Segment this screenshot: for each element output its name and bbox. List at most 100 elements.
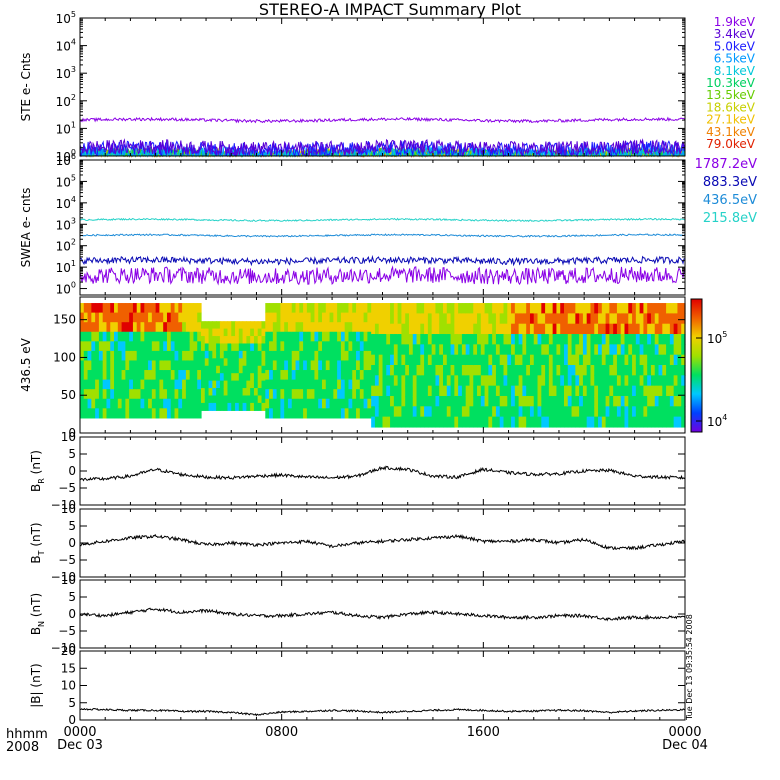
pad-heatmap-cell bbox=[458, 354, 463, 366]
pad-heatmap-cell bbox=[182, 322, 187, 333]
pad-heatmap-cell bbox=[424, 385, 429, 397]
pad-heatmap-cell bbox=[314, 331, 319, 342]
y-tick-label: 5 bbox=[68, 447, 76, 461]
pad-heatmap-cell bbox=[484, 416, 489, 428]
pad-heatmap-cell bbox=[461, 406, 467, 418]
y-tick-label: 104 bbox=[56, 195, 76, 211]
pad-heatmap-cell bbox=[616, 406, 622, 418]
pad-heatmap-cell bbox=[431, 303, 437, 314]
y-tick-label: 101 bbox=[56, 120, 76, 136]
ste-legend-entry: 1.9keV bbox=[714, 15, 756, 29]
pad-heatmap-cell bbox=[257, 350, 263, 359]
pad-heatmap-cell bbox=[450, 375, 455, 387]
pad-heatmap-cell bbox=[318, 341, 323, 352]
pad-heatmap-cell bbox=[114, 341, 119, 352]
pad-heatmap-cell bbox=[412, 354, 418, 366]
pad-heatmap-cell bbox=[594, 313, 599, 325]
pad-heatmap-cell bbox=[465, 406, 471, 418]
pad-heatmap-cell bbox=[333, 360, 338, 371]
pad-heatmap-cell bbox=[609, 375, 614, 387]
pad-heatmap-cell bbox=[616, 334, 622, 345]
pad-heatmap-cell bbox=[382, 365, 387, 376]
pad-heatmap-cell bbox=[628, 416, 633, 428]
pad-heatmap-cell bbox=[114, 389, 119, 400]
pad-heatmap-cell bbox=[102, 331, 108, 342]
pad-heatmap-cell bbox=[666, 416, 671, 428]
pad-heatmap-cell bbox=[495, 313, 501, 325]
pad-heatmap-cell bbox=[276, 312, 282, 323]
pad-heatmap-cell bbox=[639, 323, 645, 335]
pad-heatmap-cell bbox=[560, 344, 565, 356]
pad-heatmap-cell bbox=[148, 408, 153, 419]
pad-heatmap-cell bbox=[114, 370, 119, 381]
pad-heatmap-cell bbox=[87, 312, 92, 323]
pad-heatmap-cell bbox=[480, 416, 486, 428]
pad-heatmap-cell bbox=[106, 341, 111, 352]
pad-heatmap-cell bbox=[291, 389, 297, 400]
pad-heatmap-cell bbox=[408, 365, 414, 376]
pad-heatmap-cell bbox=[178, 408, 183, 419]
pad-heatmap-cell bbox=[537, 323, 542, 335]
pad-heatmap-cell bbox=[613, 354, 618, 366]
pad-heatmap-cell bbox=[87, 341, 92, 352]
pad-heatmap-cell bbox=[303, 389, 308, 400]
pad-heatmap-cell bbox=[178, 389, 183, 400]
pad-heatmap-cell bbox=[87, 370, 92, 381]
pad-heatmap-cell bbox=[480, 375, 486, 387]
pad-heatmap-cell bbox=[367, 370, 372, 381]
pad-heatmap-cell bbox=[408, 344, 414, 356]
pad-heatmap-cell bbox=[132, 370, 138, 381]
pad-heatmap-cell bbox=[643, 395, 648, 407]
pad-heatmap-cell bbox=[318, 360, 323, 371]
pad-heatmap-cell bbox=[163, 389, 168, 400]
pad-heatmap-cell bbox=[666, 303, 671, 314]
pad-heatmap-cell bbox=[560, 303, 565, 314]
pad-heatmap-cell bbox=[609, 334, 614, 345]
pad-heatmap-cell bbox=[541, 354, 546, 366]
pad-heatmap-cell bbox=[276, 350, 282, 362]
pad-heatmap-cell bbox=[416, 416, 421, 428]
pad-heatmap-cell bbox=[477, 375, 482, 387]
pad-heatmap-cell bbox=[518, 354, 524, 366]
pad-heatmap-cell bbox=[318, 303, 323, 314]
pad-heatmap-cell bbox=[654, 375, 660, 387]
pad-heatmap-cell bbox=[673, 365, 679, 376]
y-tick-label: 10 bbox=[61, 573, 76, 587]
pad-heatmap-cell bbox=[522, 313, 527, 325]
pad-heatmap-cell bbox=[91, 341, 96, 352]
pad-heatmap-cell bbox=[548, 334, 554, 345]
pad-heatmap-cell bbox=[454, 323, 459, 335]
pad-heatmap-cell bbox=[155, 360, 161, 371]
pad-heatmap-cell bbox=[193, 322, 198, 333]
pad-heatmap-cell bbox=[420, 313, 425, 325]
pad-heatmap-cell bbox=[219, 388, 225, 397]
pad-heatmap-cell bbox=[435, 385, 440, 397]
pad-heatmap-cell bbox=[458, 385, 463, 397]
pad-heatmap-cell bbox=[548, 303, 554, 314]
pad-heatmap-cell bbox=[405, 375, 410, 387]
pad-heatmap-cell bbox=[662, 416, 667, 428]
pad-heatmap-cell bbox=[178, 379, 183, 390]
pad-heatmap-cell bbox=[227, 343, 232, 352]
pad-heatmap-cell bbox=[401, 344, 406, 356]
pad-heatmap-cell bbox=[575, 395, 580, 407]
pad-heatmap-cell bbox=[454, 354, 459, 366]
pad-heatmap-cell bbox=[564, 365, 569, 376]
pad-heatmap-cell bbox=[363, 303, 368, 314]
pad-heatmap-cell bbox=[178, 331, 183, 342]
pad-heatmap-cell bbox=[80, 360, 85, 371]
pad-heatmap-cell bbox=[503, 303, 508, 314]
pad-heatmap-cell bbox=[427, 344, 433, 356]
pad-heatmap-cell bbox=[272, 360, 278, 371]
y-tick-label: −5 bbox=[58, 553, 76, 567]
pad-heatmap-cell bbox=[352, 379, 357, 390]
pad-heatmap-cell bbox=[253, 321, 259, 330]
pad-heatmap-cell bbox=[189, 322, 195, 333]
pad-heatmap-cell bbox=[529, 323, 535, 335]
pad-heatmap-cell bbox=[393, 375, 399, 387]
pad-heatmap-cell bbox=[461, 313, 467, 325]
pad-heatmap-cell bbox=[495, 395, 501, 407]
pad-heatmap-cell bbox=[647, 395, 652, 407]
pad-heatmap-cell bbox=[276, 360, 282, 371]
pad-heatmap-cell bbox=[613, 375, 618, 387]
